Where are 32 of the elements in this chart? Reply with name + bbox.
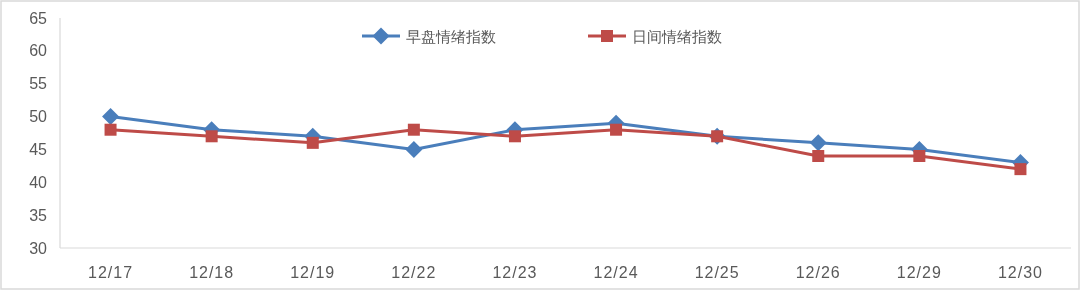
point: [306, 136, 319, 149]
y-tick-label: 45: [29, 140, 48, 158]
point: [102, 108, 120, 126]
x-tick-label: 12/25: [694, 263, 740, 281]
x-tick-label: 12/26: [795, 263, 841, 281]
x-tick-label: 12/23: [492, 263, 538, 281]
x-tick-label: 12/29: [896, 263, 942, 281]
y-tick-label: 50: [29, 108, 48, 126]
x-tick-label: 12/17: [88, 263, 134, 281]
y-tick-label: 60: [29, 42, 48, 60]
x-tick-label: 12/18: [189, 263, 235, 281]
legend-label: 日间情绪指数: [632, 27, 722, 45]
legend-label: 早盘情绪指数: [406, 27, 496, 45]
point: [913, 150, 926, 162]
y-tick-label: 35: [29, 206, 48, 224]
y-tick-label: 30: [29, 239, 48, 257]
point: [812, 150, 825, 162]
x-tick-label: 12/22: [391, 263, 437, 281]
point: [508, 130, 521, 143]
point: [809, 134, 827, 152]
point: [405, 140, 423, 158]
x-tick-label: 12/19: [290, 263, 336, 281]
point: [610, 123, 623, 136]
y-tick-label: 65: [29, 9, 48, 27]
x-tick-label: 12/24: [593, 263, 639, 281]
y-tick-label: 55: [29, 75, 48, 93]
point: [205, 130, 218, 143]
point: [104, 123, 117, 136]
y-tick-label: 40: [29, 173, 48, 191]
x-tick-label: 12/30: [997, 263, 1043, 281]
point: [1014, 163, 1027, 176]
point: [407, 123, 420, 136]
